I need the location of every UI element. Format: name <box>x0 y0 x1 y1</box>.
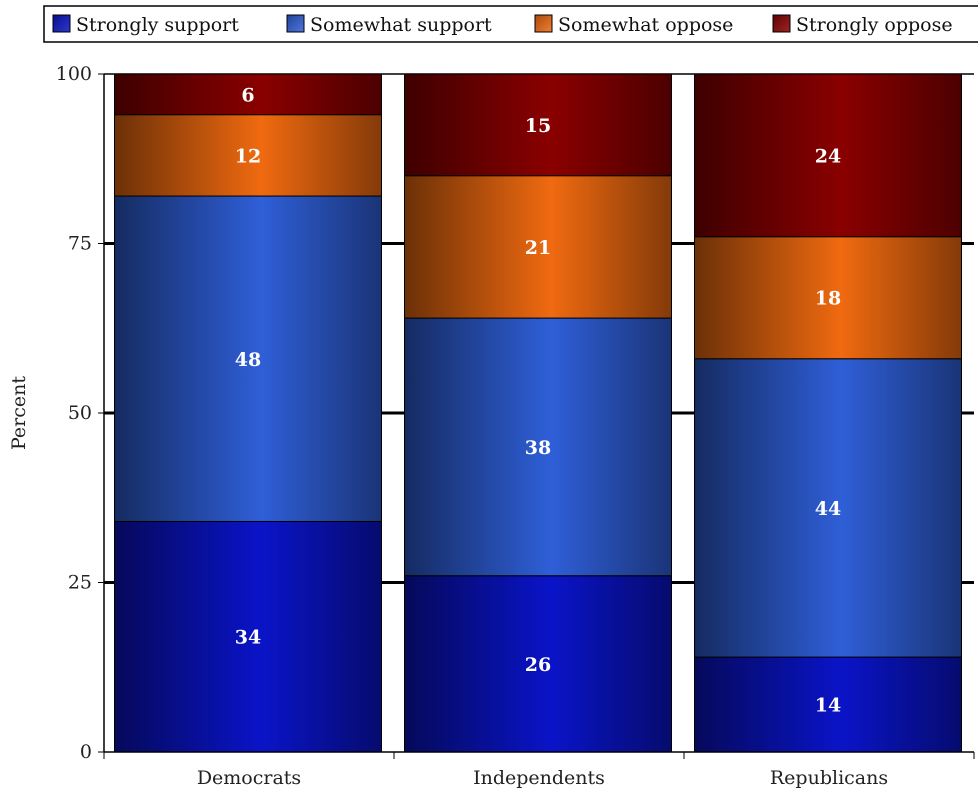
data-label: 14 <box>815 695 841 717</box>
data-label: 6 <box>241 84 254 106</box>
data-label: 44 <box>815 498 841 520</box>
bar-somewhat-oppose-democrats <box>114 114 382 197</box>
legend-swatch-strongly-support <box>52 14 71 33</box>
legend-swatch-somewhat-oppose <box>534 14 553 33</box>
y-tick-label: 50 <box>68 402 92 424</box>
bar-somewhat-support-independents <box>404 317 672 577</box>
bar-somewhat-support-republicans <box>694 358 962 658</box>
legend-label: Somewhat oppose <box>558 14 733 36</box>
bars <box>114 73 962 753</box>
y-tick-label: 75 <box>68 233 92 255</box>
data-labels: 34 48 12 6 26 38 21 15 14 44 18 24 <box>235 84 841 716</box>
y-axis-title: Percent <box>8 376 30 450</box>
legend-label: Strongly support <box>76 14 239 36</box>
bar-somewhat-oppose-republicans <box>694 236 962 360</box>
bar-somewhat-support-democrats <box>114 195 382 522</box>
bar-strongly-oppose-democrats <box>114 73 382 116</box>
x-category-label: Independents <box>473 767 605 789</box>
data-label: 34 <box>235 627 261 649</box>
data-label: 21 <box>525 237 551 259</box>
axes: 0 25 50 75 100 Democrats Independents Republica… <box>56 63 975 789</box>
legend: Strongly support Somewhat support Somewhat… <box>52 14 953 36</box>
y-tick-label: 100 <box>56 63 92 85</box>
bar-strongly-support-independents <box>404 575 672 753</box>
data-label: 26 <box>525 654 551 676</box>
data-label: 48 <box>235 349 261 371</box>
data-label: 38 <box>525 437 551 459</box>
x-category-label: Democrats <box>197 767 301 789</box>
y-tick-label: 0 <box>80 741 92 763</box>
bar-somewhat-oppose-independents <box>404 175 672 319</box>
data-label: 24 <box>815 145 841 167</box>
legend-frame <box>43 5 978 43</box>
x-category-label: Republicans <box>770 767 888 789</box>
legend-label: Somewhat support <box>310 14 492 36</box>
legend-label: Strongly oppose <box>796 14 953 36</box>
bar-strongly-oppose-republicans <box>694 73 962 238</box>
legend-swatch-somewhat-support <box>286 14 305 33</box>
bar-strongly-support-democrats <box>114 520 382 753</box>
data-label: 18 <box>815 288 841 310</box>
legend-swatch-strongly-oppose <box>772 14 791 33</box>
bar-strongly-oppose-independents <box>404 73 672 177</box>
data-label: 15 <box>525 115 551 137</box>
data-label: 12 <box>235 145 261 167</box>
y-tick-label: 25 <box>68 572 92 594</box>
bar-strongly-support-republicans <box>694 656 962 753</box>
